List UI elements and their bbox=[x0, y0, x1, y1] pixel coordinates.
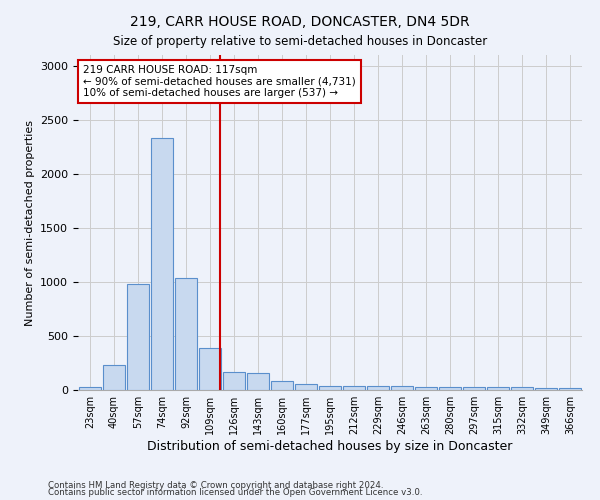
Text: 219 CARR HOUSE ROAD: 117sqm
← 90% of semi-detached houses are smaller (4,731)
10: 219 CARR HOUSE ROAD: 117sqm ← 90% of sem… bbox=[83, 65, 356, 98]
Bar bbox=[151, 138, 173, 390]
Bar bbox=[439, 387, 461, 390]
Bar bbox=[391, 386, 413, 390]
Bar bbox=[487, 387, 509, 390]
Text: Size of property relative to semi-detached houses in Doncaster: Size of property relative to semi-detach… bbox=[113, 35, 487, 48]
Bar bbox=[319, 386, 341, 390]
Bar bbox=[271, 382, 293, 390]
Y-axis label: Number of semi-detached properties: Number of semi-detached properties bbox=[25, 120, 35, 326]
Bar bbox=[199, 348, 221, 390]
Bar bbox=[295, 384, 317, 390]
Bar bbox=[247, 372, 269, 390]
Text: Contains HM Land Registry data © Crown copyright and database right 2024.: Contains HM Land Registry data © Crown c… bbox=[48, 480, 383, 490]
Bar bbox=[175, 278, 197, 390]
Bar bbox=[79, 387, 101, 390]
Bar bbox=[367, 386, 389, 390]
Text: Contains public sector information licensed under the Open Government Licence v3: Contains public sector information licen… bbox=[48, 488, 422, 497]
Bar bbox=[463, 387, 485, 390]
Bar bbox=[559, 388, 581, 390]
Text: 219, CARR HOUSE ROAD, DONCASTER, DN4 5DR: 219, CARR HOUSE ROAD, DONCASTER, DN4 5DR bbox=[130, 15, 470, 29]
Bar bbox=[415, 387, 437, 390]
Bar bbox=[511, 388, 533, 390]
Bar bbox=[223, 372, 245, 390]
X-axis label: Distribution of semi-detached houses by size in Doncaster: Distribution of semi-detached houses by … bbox=[148, 440, 512, 453]
Bar bbox=[103, 365, 125, 390]
Bar bbox=[127, 284, 149, 390]
Bar bbox=[343, 386, 365, 390]
Bar bbox=[535, 388, 557, 390]
